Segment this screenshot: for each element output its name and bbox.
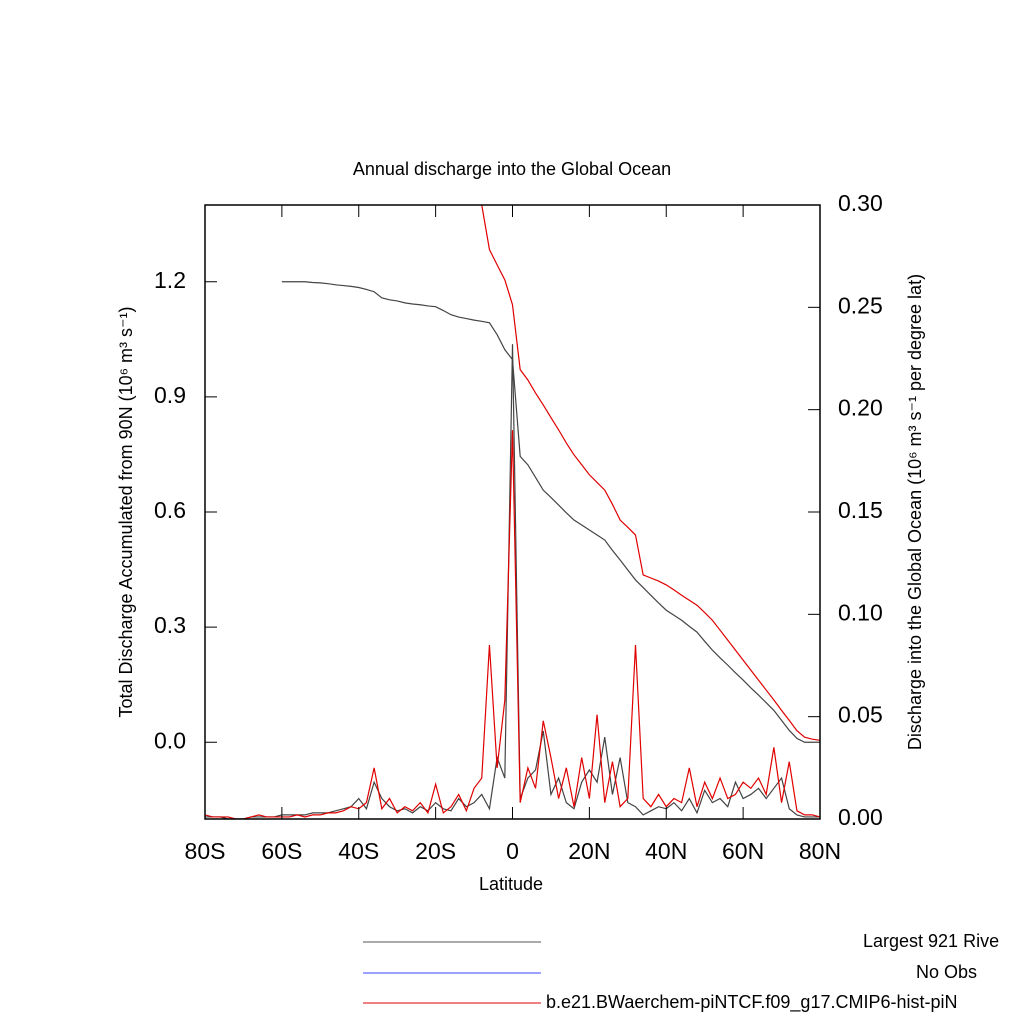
x-tick-label: 20N bbox=[568, 838, 610, 864]
y2-tick-label: 0.05 bbox=[838, 702, 883, 728]
series-line bbox=[281, 281, 820, 743]
x-tick-label: 20S bbox=[415, 838, 456, 864]
y2-axis-label: Discharge into the Global Ocean (10⁶ m³ … bbox=[905, 274, 925, 750]
y-tick-label: 0.9 bbox=[154, 382, 186, 408]
x-tick-label: 80N bbox=[799, 838, 841, 864]
x-axis-label: Latitude bbox=[479, 874, 543, 894]
x-tick-label: 40S bbox=[338, 838, 379, 864]
y-tick-label: 0.6 bbox=[154, 497, 186, 523]
legend-label: No Obs bbox=[916, 962, 977, 982]
y-tick-label: 1.2 bbox=[154, 267, 186, 293]
x-tick-label: 80S bbox=[185, 838, 226, 864]
plot-area bbox=[205, 205, 820, 819]
x-tick-label: 60S bbox=[261, 838, 302, 864]
y-tick-label: 0.3 bbox=[154, 612, 186, 638]
y-axis-label: Total Discharge Accumulated from 90N (10… bbox=[116, 306, 136, 717]
series-line bbox=[205, 430, 820, 819]
plot-frame bbox=[204, 204, 821, 820]
y2-tick-label: 0.20 bbox=[838, 395, 883, 421]
x-tick-label: 60N bbox=[722, 838, 764, 864]
legend-label: Largest 921 Rive bbox=[863, 931, 999, 951]
x-tick-label: 0 bbox=[506, 838, 519, 864]
series-line bbox=[481, 205, 820, 741]
y2-tick-label: 0.00 bbox=[838, 804, 883, 830]
y-tick-label: 0.0 bbox=[154, 727, 186, 753]
y2-tick-label: 0.15 bbox=[838, 497, 883, 523]
x-tick-label: 40N bbox=[645, 838, 687, 864]
y2-tick-label: 0.30 bbox=[838, 190, 883, 216]
legend-label: b.e21.BWaerchem-piNTCF.f09_g17.CMIP6-his… bbox=[546, 992, 958, 1013]
chart-title: Annual discharge into the Global Ocean bbox=[353, 159, 671, 179]
series-line bbox=[205, 344, 820, 819]
y2-tick-label: 0.10 bbox=[838, 599, 883, 625]
y2-tick-label: 0.25 bbox=[838, 292, 883, 318]
